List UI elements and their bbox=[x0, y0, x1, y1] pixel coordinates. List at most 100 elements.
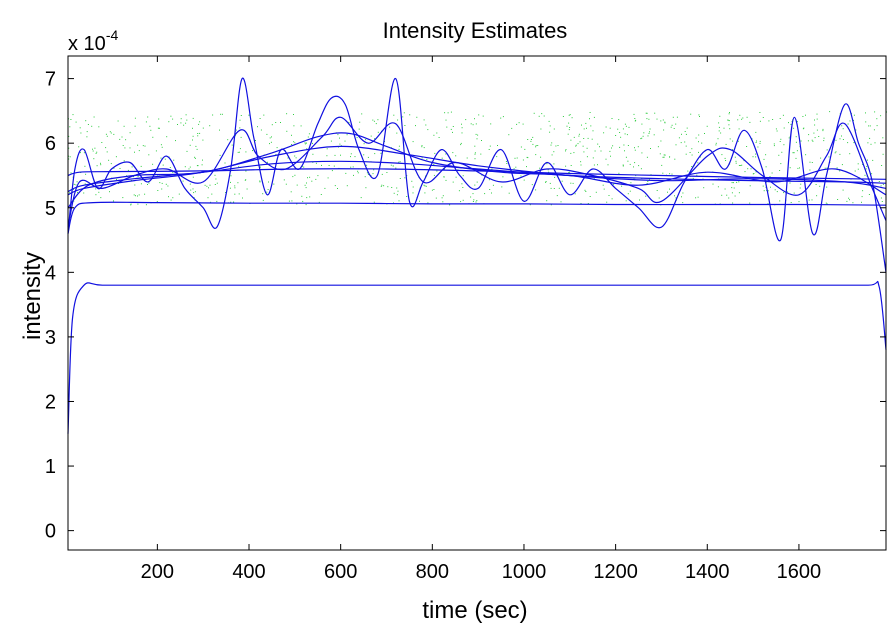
scatter-point bbox=[237, 151, 239, 153]
scatter-point bbox=[238, 151, 240, 153]
scatter-point bbox=[809, 161, 811, 163]
scatter-point bbox=[734, 195, 736, 197]
scatter-point bbox=[812, 140, 814, 142]
scatter-point bbox=[522, 123, 524, 125]
scatter-point bbox=[224, 162, 226, 164]
scatter-point bbox=[633, 113, 635, 115]
scatter-point bbox=[680, 142, 682, 144]
scatter-point bbox=[728, 197, 730, 199]
scatter-point bbox=[545, 181, 547, 183]
scatter-point bbox=[869, 137, 871, 139]
scatter-point bbox=[537, 145, 539, 146]
scatter-point bbox=[263, 114, 265, 116]
scatter-point bbox=[402, 116, 404, 118]
scatter-point bbox=[290, 191, 292, 193]
scatter-point bbox=[520, 146, 522, 148]
scatter-point bbox=[305, 204, 307, 206]
scatter-point bbox=[393, 192, 395, 194]
scatter-point bbox=[718, 122, 720, 124]
scatter-point bbox=[550, 204, 552, 206]
scatter-point bbox=[315, 178, 317, 180]
scatter-point bbox=[245, 151, 247, 153]
scatter-point bbox=[326, 155, 328, 157]
scatter-point bbox=[569, 127, 571, 128]
scatter-point bbox=[634, 118, 636, 119]
scatter-point bbox=[442, 201, 444, 203]
scatter-point bbox=[472, 201, 474, 202]
scatter-point bbox=[796, 121, 798, 123]
scatter-point bbox=[70, 119, 72, 120]
scatter-point bbox=[617, 128, 619, 130]
scatter-point bbox=[772, 119, 774, 120]
scatter-point bbox=[137, 175, 139, 177]
scatter-point bbox=[442, 195, 444, 197]
scatter-point bbox=[876, 118, 878, 120]
scatter-point bbox=[861, 201, 862, 203]
scatter-point bbox=[339, 143, 341, 145]
scatter-point bbox=[585, 191, 587, 192]
x-tick-label: 400 bbox=[232, 561, 265, 583]
scatter-point bbox=[808, 199, 810, 201]
scatter-points bbox=[68, 111, 887, 206]
scatter-point bbox=[795, 157, 797, 159]
scatter-point bbox=[219, 154, 221, 156]
scatter-point bbox=[452, 131, 453, 133]
scatter-point bbox=[717, 186, 719, 188]
scatter-point bbox=[662, 119, 664, 121]
scatter-point bbox=[95, 188, 97, 190]
series-line-5 bbox=[67, 145, 887, 196]
scatter-point bbox=[548, 171, 550, 173]
scatter-point bbox=[511, 127, 513, 129]
scatter-point bbox=[615, 135, 617, 136]
scatter-point bbox=[605, 126, 607, 128]
scatter-point bbox=[365, 139, 367, 141]
scatter-point bbox=[581, 124, 582, 126]
scatter-point bbox=[145, 204, 147, 206]
scatter-point bbox=[548, 120, 550, 122]
scatter-point bbox=[438, 137, 440, 138]
scatter-point bbox=[522, 159, 524, 161]
scatter-point bbox=[663, 154, 665, 156]
scatter-point bbox=[474, 118, 475, 120]
scatter-point bbox=[233, 201, 235, 203]
scatter-point bbox=[865, 168, 867, 170]
scatter-point bbox=[197, 135, 199, 137]
scatter-point bbox=[790, 123, 792, 125]
scatter-point bbox=[397, 119, 399, 121]
scatter-point bbox=[685, 145, 687, 147]
scatter-point bbox=[789, 182, 791, 184]
scatter-point bbox=[857, 163, 859, 165]
scatter-point bbox=[79, 152, 81, 154]
scatter-point bbox=[84, 183, 86, 185]
scatter-point bbox=[621, 185, 623, 187]
scatter-point bbox=[815, 184, 817, 185]
scatter-point bbox=[570, 182, 572, 184]
scatter-point bbox=[715, 142, 717, 144]
scatter-point bbox=[423, 184, 425, 186]
scatter-point bbox=[568, 172, 569, 174]
scatter-point bbox=[602, 184, 604, 186]
scatter-point bbox=[741, 164, 743, 166]
scatter-point bbox=[73, 183, 75, 185]
scatter-point bbox=[275, 122, 277, 123]
x-ticks: 200 400 600 800 1000 1200 1400 1600 bbox=[141, 56, 821, 583]
scatter-point bbox=[389, 126, 391, 128]
scatter-point bbox=[399, 178, 401, 179]
scatter-point bbox=[359, 121, 361, 123]
scatter-point bbox=[231, 144, 233, 146]
scatter-point bbox=[578, 133, 580, 135]
scatter-point bbox=[781, 151, 783, 153]
scatter-point bbox=[780, 138, 782, 140]
scatter-point bbox=[625, 200, 627, 202]
scatter-point bbox=[68, 155, 70, 157]
scatter-point bbox=[592, 130, 594, 132]
scatter-point bbox=[364, 176, 366, 178]
scatter-point bbox=[634, 162, 636, 164]
scatter-point bbox=[95, 194, 97, 196]
scatter-point bbox=[474, 145, 476, 147]
scatter-point bbox=[641, 152, 643, 154]
scatter-point bbox=[870, 143, 872, 145]
scatter-point bbox=[105, 147, 107, 149]
scatter-point bbox=[646, 183, 648, 184]
scatter-point bbox=[244, 179, 246, 181]
